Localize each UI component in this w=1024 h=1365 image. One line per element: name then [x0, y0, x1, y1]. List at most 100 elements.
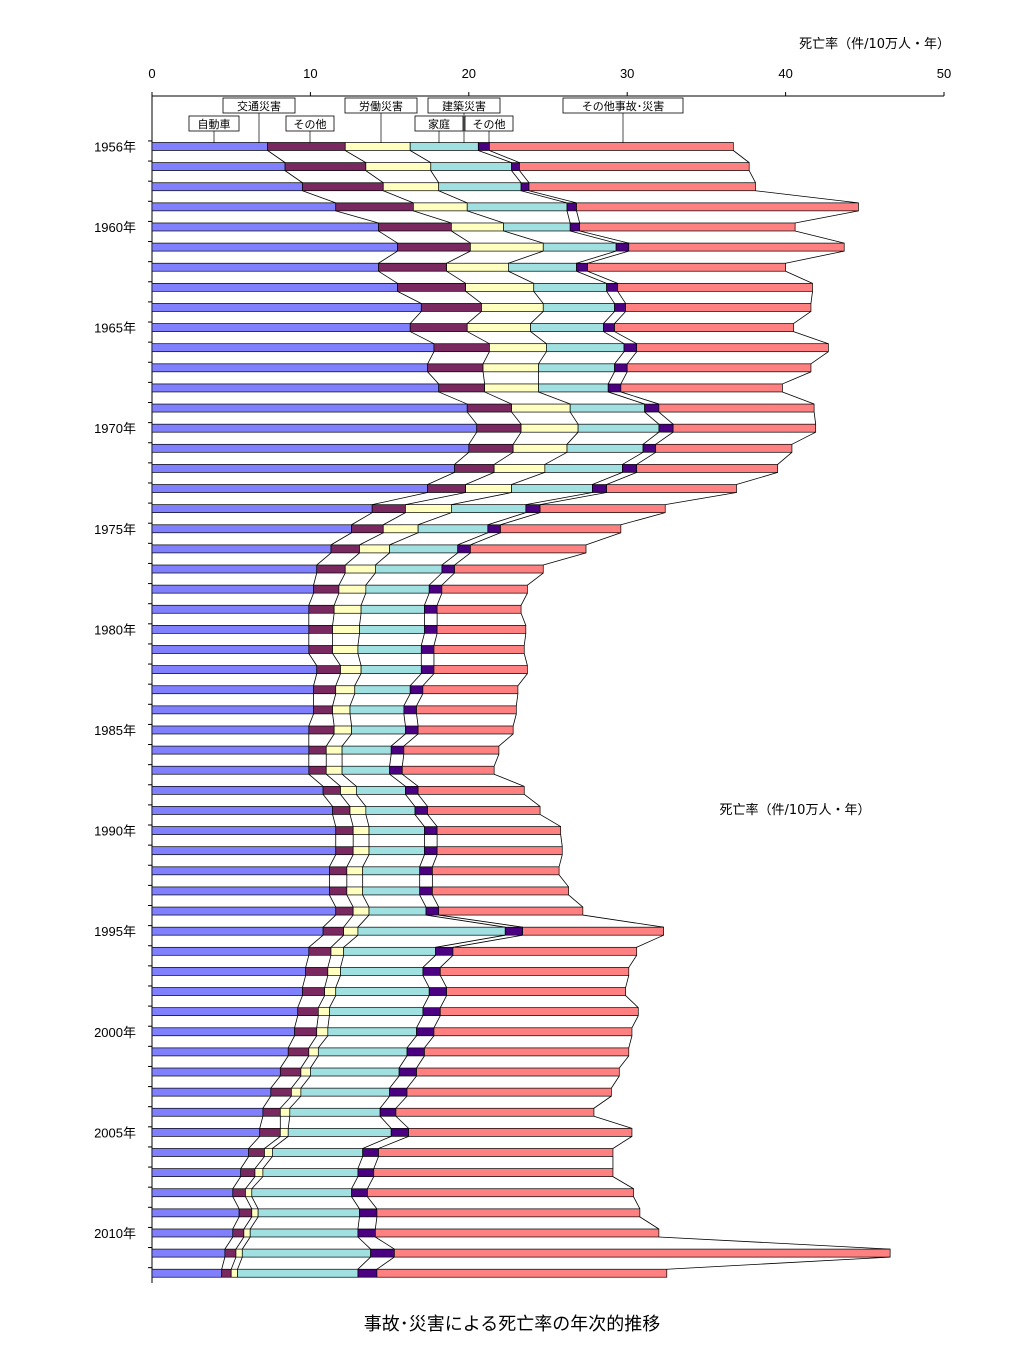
series-connector	[519, 170, 530, 183]
series-connector	[330, 934, 344, 948]
bar-segment	[151, 162, 286, 171]
bar-segment	[454, 564, 544, 574]
series-connector	[614, 311, 626, 324]
series-connector	[438, 391, 468, 405]
bar-segment	[360, 604, 425, 614]
bar-segment	[470, 544, 587, 554]
bar-segment	[432, 886, 569, 896]
series-connector	[416, 1015, 424, 1028]
series-connector	[427, 472, 455, 485]
series-connector	[470, 532, 501, 546]
category-label: その他	[294, 118, 327, 131]
series-connector	[558, 854, 563, 867]
series-connector	[558, 874, 569, 888]
year-label: 1990年	[94, 824, 136, 839]
series-connector	[439, 975, 447, 988]
series-connector	[403, 693, 411, 707]
series-connector	[628, 1035, 633, 1049]
bar-segment	[300, 1087, 390, 1097]
bar-segment	[243, 1228, 251, 1238]
series-connector	[451, 230, 471, 244]
series-connector	[493, 451, 514, 465]
bar-segment	[237, 1268, 359, 1278]
bar-segment	[151, 202, 337, 212]
bar-segment	[238, 1208, 253, 1218]
bar-segment	[420, 645, 435, 654]
series-connector	[482, 351, 490, 365]
bar-segment	[151, 967, 306, 976]
bar-segment	[279, 1067, 302, 1077]
series-connector	[230, 1256, 237, 1270]
bar-segment	[424, 604, 438, 614]
series-connector	[625, 995, 639, 1008]
bar-segment	[416, 1027, 435, 1037]
bar-segment	[289, 1107, 381, 1117]
series-connector	[378, 230, 398, 244]
bar-segment	[291, 1087, 302, 1097]
bar-segment	[335, 987, 430, 996]
bar-segment	[394, 1248, 891, 1258]
series-connector	[372, 492, 428, 506]
series-connector	[430, 170, 440, 183]
bar-segment	[409, 142, 479, 151]
bar-segment	[354, 685, 411, 695]
series-connector	[498, 733, 514, 747]
bar-segment	[151, 1268, 223, 1278]
bar-segment	[414, 806, 428, 815]
series-connector	[359, 613, 362, 626]
bar-segment	[151, 1228, 234, 1238]
series-connector	[452, 934, 523, 948]
series-connector	[666, 1256, 891, 1270]
bar-segment	[441, 564, 455, 574]
bar-segment	[151, 1208, 240, 1218]
bar-segment	[257, 1208, 360, 1218]
bar-segment	[579, 222, 796, 232]
bar-segment	[151, 222, 379, 232]
bar-segment	[374, 1228, 660, 1238]
series-connector	[527, 572, 544, 586]
series-connector	[360, 592, 367, 606]
bar-segment	[335, 202, 414, 212]
bar-segment	[151, 1047, 289, 1057]
series-connector	[422, 975, 430, 988]
series-connector	[793, 311, 812, 324]
bar-segment	[151, 866, 330, 876]
series-connector	[755, 190, 859, 204]
bar-segment	[335, 685, 356, 695]
bar-segment	[466, 202, 568, 212]
bar-segment	[151, 182, 303, 192]
bar-segment	[151, 826, 337, 835]
bar-segment	[327, 967, 341, 976]
category-label: 建築災害	[442, 99, 486, 113]
bar-segment	[151, 282, 398, 292]
bar-segment	[324, 987, 337, 996]
series-connector	[466, 411, 478, 425]
bar-segment	[569, 403, 645, 413]
bar-segment	[308, 645, 333, 654]
bar-segment	[224, 1248, 237, 1258]
bar-segment	[379, 1107, 397, 1117]
bar-segment	[151, 242, 398, 252]
series-connector	[508, 250, 544, 264]
bar-segment	[419, 866, 433, 876]
series-connector	[795, 230, 845, 244]
bar-segment	[373, 1168, 614, 1177]
bar-segment	[452, 946, 638, 956]
bar-segment	[368, 906, 427, 916]
bar-segment	[409, 685, 424, 695]
series-connector	[416, 1055, 425, 1069]
bar-segment	[151, 745, 310, 755]
series-connector	[398, 1055, 408, 1069]
bar-segment	[151, 1188, 234, 1198]
bar-segment	[446, 262, 509, 272]
bar-segment	[349, 705, 405, 715]
year-label: 1995年	[94, 924, 136, 939]
series-connector	[628, 955, 638, 968]
series-connector	[511, 411, 522, 425]
bar-segment	[428, 987, 447, 996]
year-label: 1960年	[94, 220, 136, 235]
series-connector	[376, 1256, 395, 1270]
bar-segment	[329, 1007, 424, 1017]
series-connector	[568, 894, 584, 908]
series-connector	[439, 995, 447, 1008]
